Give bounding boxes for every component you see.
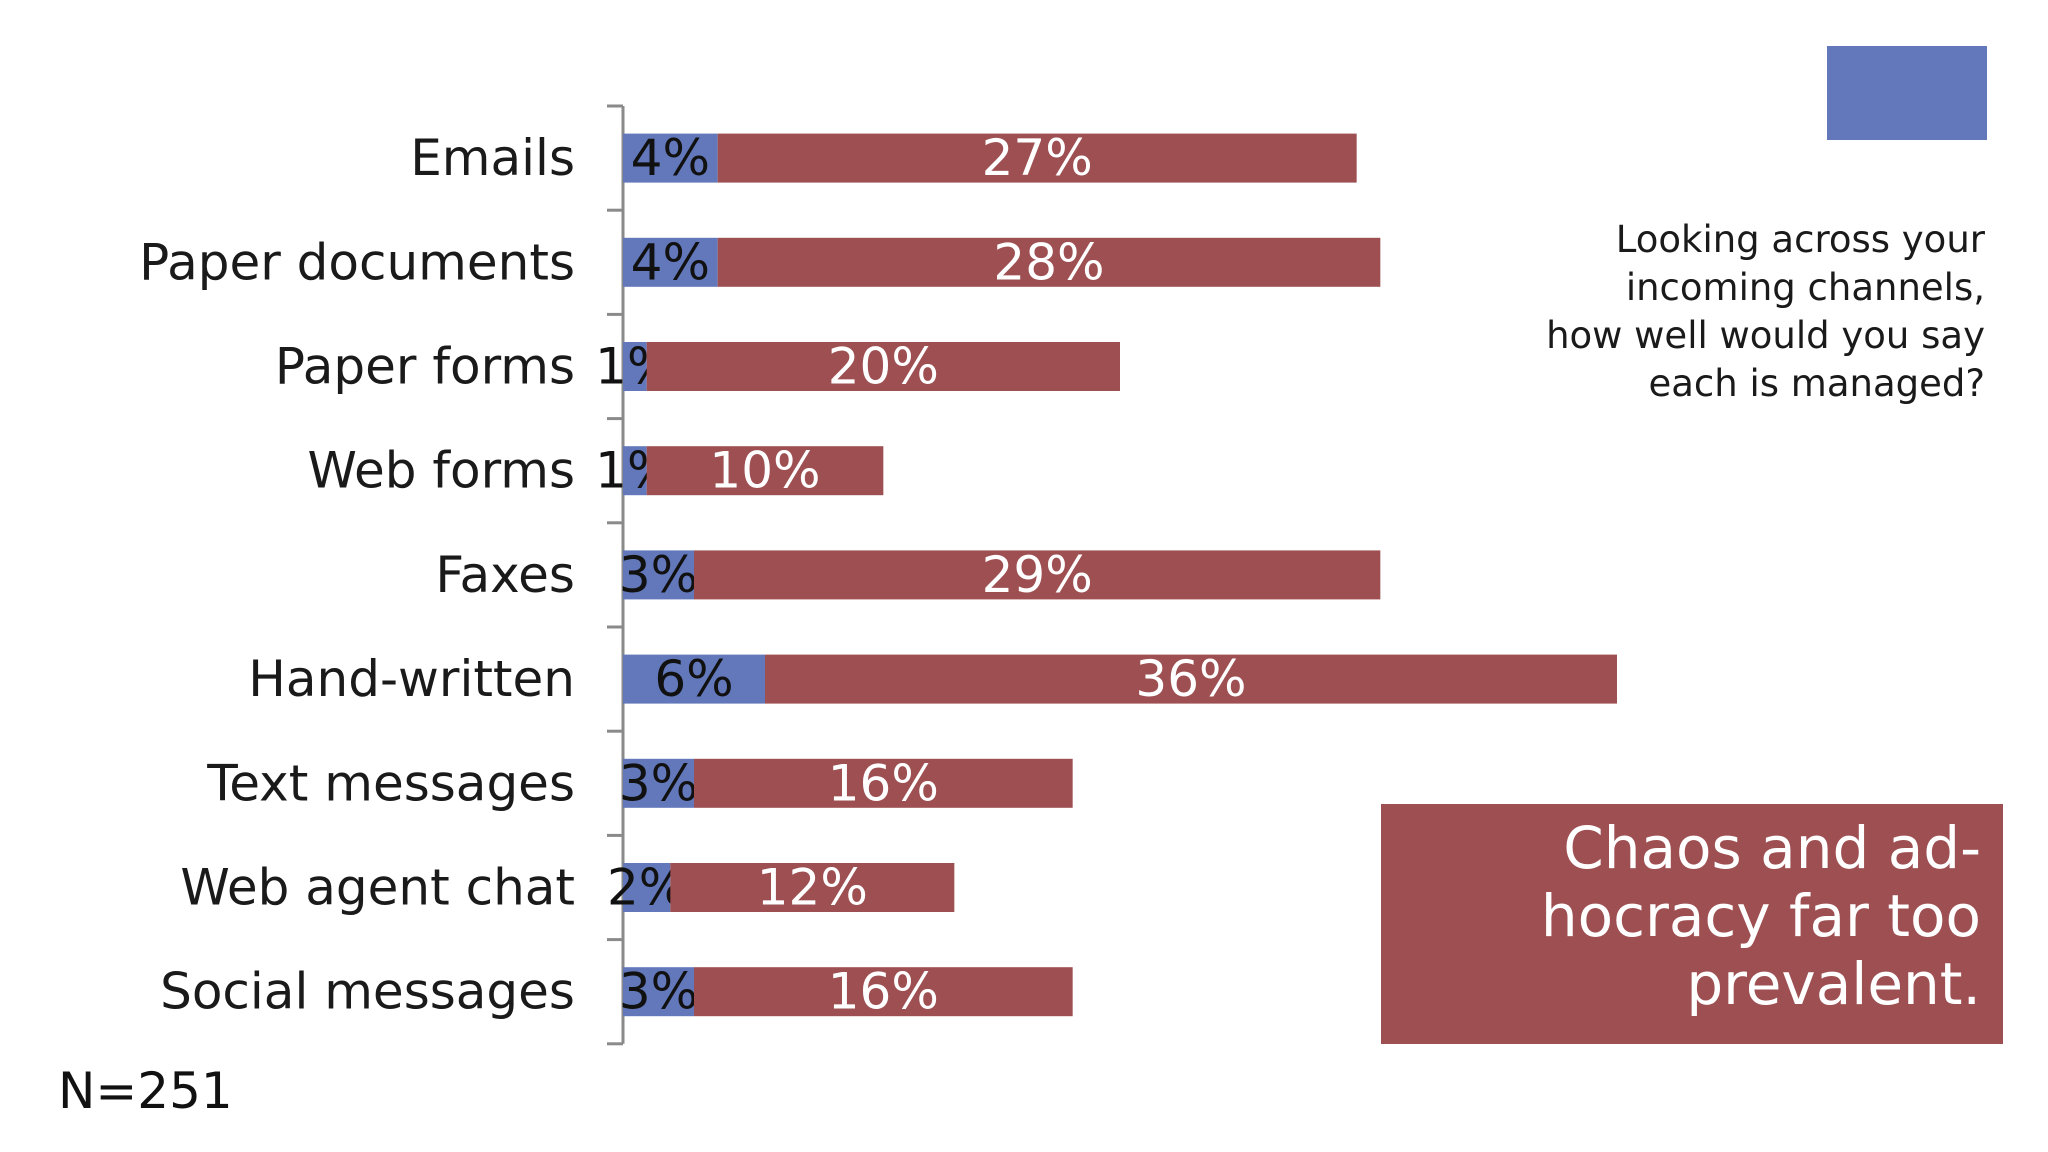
bar-segment-red	[694, 550, 1381, 600]
category-label: Hand-written	[248, 650, 575, 708]
bar-segment-red	[765, 654, 1617, 704]
category-label: Paper documents	[139, 233, 575, 291]
bar-segment-red	[717, 237, 1381, 287]
bar-segment-blue	[623, 863, 671, 912]
data-label: 27%	[982, 129, 1093, 187]
bar-segment-blue	[623, 758, 694, 808]
data-label: 20%	[828, 338, 939, 396]
legend-swatch	[1827, 46, 1987, 140]
bar-segment-red	[646, 446, 884, 496]
data-label: 3%	[619, 963, 698, 1021]
data-label: 16%	[828, 754, 939, 812]
data-label: 10%	[709, 442, 820, 500]
category-label: Emails	[410, 129, 575, 187]
bar-segment-red	[670, 863, 955, 912]
category-label: Paper forms	[275, 338, 575, 396]
data-label: 4%	[631, 233, 710, 291]
bar-segment-blue	[623, 342, 647, 391]
callout-text: Chaos and ad-hocracy far too prevalent.	[1540, 814, 1981, 1018]
data-label: 12%	[757, 859, 868, 917]
callout-box: Chaos and ad-hocracy far too prevalent.	[1381, 804, 2003, 1044]
bar-segment-blue	[623, 550, 694, 600]
category-label: Social messages	[160, 963, 575, 1021]
data-label: 29%	[982, 546, 1093, 604]
bar-segment-blue	[623, 446, 647, 496]
survey-question: Looking across your incoming channels, h…	[1546, 218, 1985, 405]
category-label: Faxes	[435, 546, 575, 604]
data-label: 4%	[631, 129, 710, 187]
data-label: 6%	[654, 650, 733, 708]
bar-segment-red	[646, 342, 1120, 391]
category-label: Web agent chat	[180, 859, 575, 917]
bar-segment-red	[694, 967, 1073, 1017]
data-label: 28%	[993, 233, 1104, 291]
bar-segment-blue	[623, 237, 718, 287]
data-label: 36%	[1135, 650, 1246, 708]
bar-segment-blue	[623, 133, 718, 183]
bar-segment-red	[694, 758, 1073, 808]
sample-size-label: N=251	[58, 1062, 233, 1120]
data-label: 3%	[619, 546, 698, 604]
bar-segment-blue	[623, 654, 765, 704]
category-label: Web forms	[307, 442, 575, 500]
bar-segment-red	[717, 133, 1357, 183]
data-label: 16%	[828, 963, 939, 1021]
bar-segment-blue	[623, 967, 694, 1017]
category-label: Text messages	[206, 754, 575, 812]
data-label: 3%	[619, 754, 698, 812]
